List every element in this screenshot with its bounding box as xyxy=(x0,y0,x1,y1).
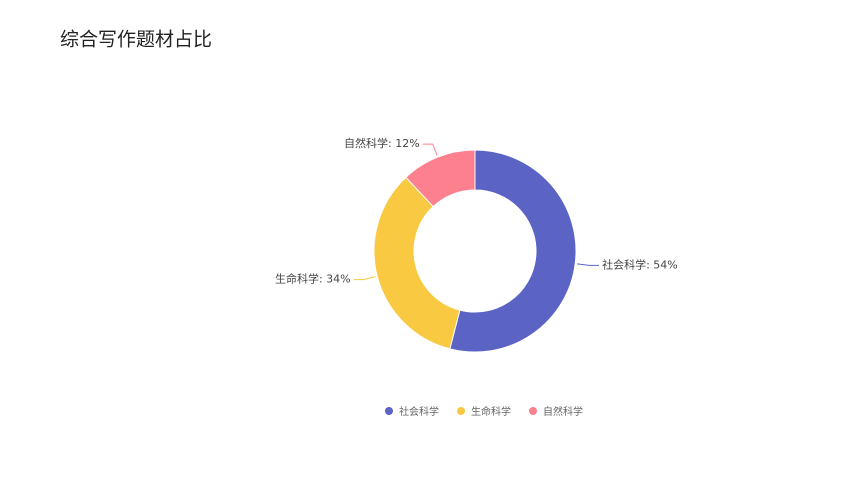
legend-marker xyxy=(385,407,393,415)
legend-label: 自然科学 xyxy=(543,405,583,418)
legend-label: 社会科学 xyxy=(399,405,439,418)
data-label: 社会科学: 54% xyxy=(602,257,678,271)
legend-marker xyxy=(529,407,537,415)
data-label: 生命科学: 34% xyxy=(275,272,351,286)
leader-line xyxy=(577,263,600,266)
legend-marker xyxy=(457,407,465,415)
donut-slice xyxy=(373,176,461,350)
legend-label: 生命科学 xyxy=(471,405,511,418)
data-label: 自然科学: 12% xyxy=(344,136,420,150)
donut-slice xyxy=(405,149,476,208)
donut-slice xyxy=(449,149,577,353)
chart-title: 综合写作题材占比 xyxy=(60,29,212,51)
leader-line xyxy=(353,276,376,281)
leader-line xyxy=(422,143,438,156)
